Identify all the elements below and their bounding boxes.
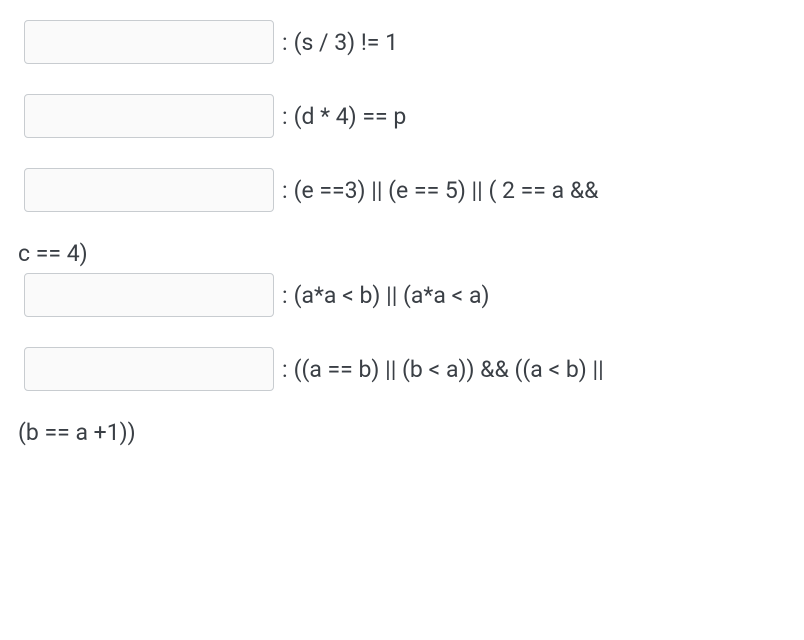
expression-continuation: (b == a +1)) xyxy=(18,419,780,446)
expression-text: (s / 3) != 1 xyxy=(294,29,398,56)
separator: : xyxy=(282,356,288,383)
separator: : xyxy=(282,177,288,204)
expression-text: (a*a < b) || (a*a < a) xyxy=(294,282,490,309)
question-row: : (s / 3) != 1 xyxy=(24,20,780,64)
answer-input-3[interactable] xyxy=(24,168,274,212)
expression-continuation: c == 4) xyxy=(18,240,780,267)
answer-input-4[interactable] xyxy=(24,273,274,317)
separator: : xyxy=(282,29,288,56)
answer-input-5[interactable] xyxy=(24,347,274,391)
separator: : xyxy=(282,103,288,130)
answer-input-2[interactable] xyxy=(24,94,274,138)
expression-text: (e ==3) || (e == 5) || ( 2 == a && xyxy=(294,177,599,204)
question-row: : (a*a < b) || (a*a < a) xyxy=(24,273,780,317)
separator: : xyxy=(282,282,288,309)
form-container: : (s / 3) != 1 : (d * 4) == p : (e ==3) … xyxy=(24,20,780,446)
question-row: : (e ==3) || (e == 5) || ( 2 == a && xyxy=(24,168,780,212)
expression-text: ((a == b) || (b < a)) && ((a < b) || xyxy=(294,356,604,383)
expression-text: (d * 4) == p xyxy=(294,103,407,130)
question-row: : ((a == b) || (b < a)) && ((a < b) || xyxy=(24,347,780,391)
question-row: : (d * 4) == p xyxy=(24,94,780,138)
answer-input-1[interactable] xyxy=(24,20,274,64)
